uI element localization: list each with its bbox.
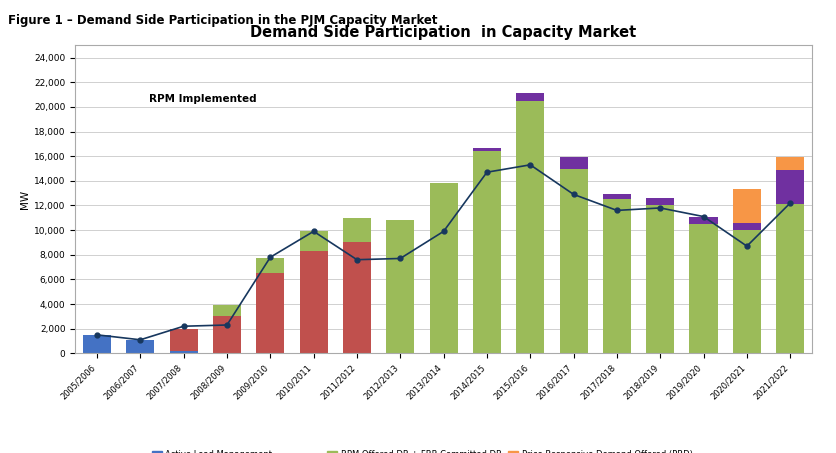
Bar: [516, 93, 543, 101]
Legend: Active Load Management, Interruptible Load for Reliability (ILR), RPM Offered DR: Active Load Management, Interruptible Lo…: [151, 450, 735, 453]
Bar: [170, 329, 197, 351]
Bar: [299, 231, 328, 251]
Bar: [212, 305, 241, 316]
Bar: [558, 169, 587, 353]
Bar: [343, 242, 370, 353]
Bar: [775, 170, 803, 204]
Bar: [472, 148, 501, 151]
Bar: [645, 198, 674, 206]
Bar: [212, 316, 241, 353]
Bar: [299, 251, 328, 353]
Bar: [256, 273, 284, 353]
Bar: [472, 151, 501, 353]
Bar: [83, 335, 111, 353]
Text: RPM Implemented: RPM Implemented: [149, 94, 257, 105]
Text: Figure 1 – Demand Side Participation in the PJM Capacity Market: Figure 1 – Demand Side Participation in …: [8, 14, 437, 27]
Bar: [385, 220, 414, 353]
Bar: [126, 340, 154, 353]
Title: Demand Side Participation  in Capacity Market: Demand Side Participation in Capacity Ma…: [250, 25, 636, 40]
Bar: [602, 199, 630, 353]
Bar: [689, 217, 716, 224]
Bar: [775, 204, 803, 353]
Bar: [689, 224, 716, 353]
Bar: [732, 189, 760, 223]
Bar: [516, 101, 543, 353]
Bar: [256, 259, 284, 273]
Bar: [429, 183, 457, 353]
Bar: [732, 223, 760, 230]
Bar: [343, 218, 370, 242]
Bar: [170, 351, 197, 353]
Bar: [645, 206, 674, 353]
Bar: [558, 158, 587, 169]
Y-axis label: MW: MW: [20, 190, 30, 209]
Bar: [775, 158, 803, 170]
Bar: [602, 194, 630, 199]
Bar: [732, 230, 760, 353]
